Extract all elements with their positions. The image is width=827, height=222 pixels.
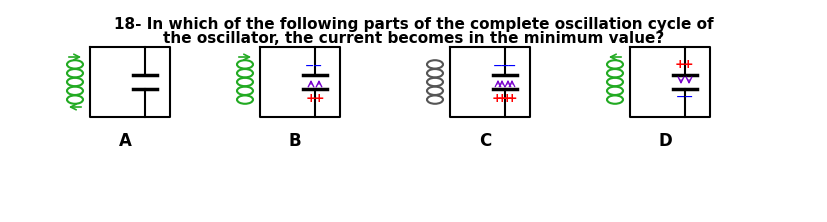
Text: −: − (507, 61, 516, 71)
Text: +: + (305, 92, 316, 105)
Text: −: − (500, 61, 509, 71)
Text: B: B (289, 132, 301, 150)
Text: −: − (676, 92, 685, 102)
Text: +: + (506, 92, 517, 105)
Text: +: + (491, 92, 502, 105)
Text: −: − (683, 92, 693, 102)
Text: D: D (657, 132, 671, 150)
Text: C: C (478, 132, 490, 150)
Text: +: + (682, 58, 692, 71)
Text: the oscillator, the current becomes in the minimum value?: the oscillator, the current becomes in t… (163, 31, 664, 46)
Text: +: + (313, 92, 324, 105)
Text: +: + (496, 92, 507, 105)
Text: −: − (305, 61, 314, 71)
Text: −: − (313, 61, 323, 71)
Text: A: A (118, 132, 131, 150)
Text: −: − (493, 61, 502, 71)
Text: +: + (501, 92, 512, 105)
Text: 18- In which of the following parts of the complete oscillation cycle of: 18- In which of the following parts of t… (114, 17, 713, 32)
Text: +: + (674, 58, 685, 71)
